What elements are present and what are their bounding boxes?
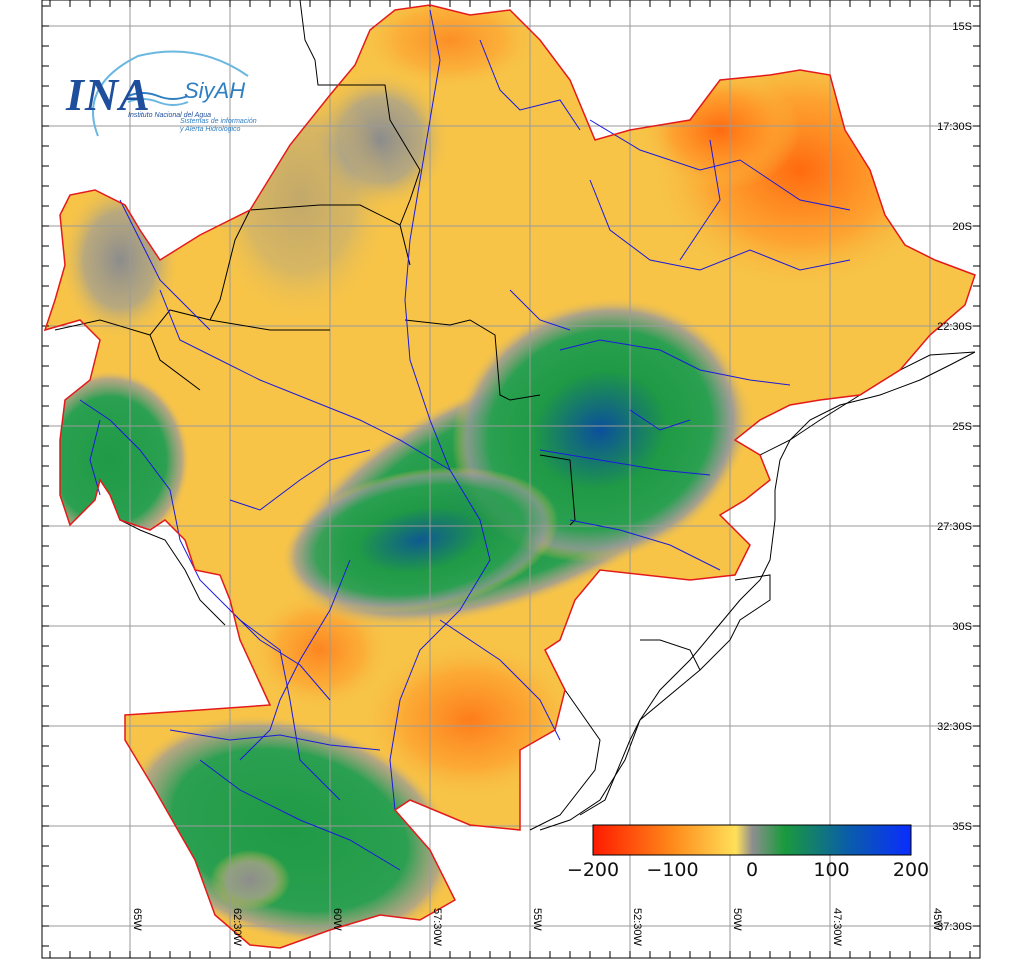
latitude-label: 27:30S [937,521,972,533]
logo-institute-text: Instituto Nacional del Agua [128,112,212,119]
logo-ina-text: INA [66,69,151,120]
colorbar-gradient [592,824,912,856]
latitude-label: 37:30S [937,921,972,933]
longitude-label: 65W [131,908,143,931]
colorbar: −200 −100 0 100 200 [567,824,929,881]
colorbar-tick-label: 200 [893,859,929,881]
logo-siyah-text: SiyAH [184,78,246,103]
colorbar-tick-label: 100 [813,859,849,881]
logo-system-line1: Sistemas de información [180,118,257,125]
longitude-label: 62:30W [231,908,243,947]
logo-system-line2: y Alerta Hidrológico [180,126,241,133]
longitude-label: 52:30W [631,908,643,947]
longitude-label: 50W [731,908,743,931]
longitude-label: 45W [931,908,943,931]
longitude-axis: 65W 62:30W 60W 57:30W 55W 52:30W 50W 47:30W 45W [131,908,943,947]
colorbar-tick-label: 0 [746,859,758,881]
colorbar-tick-label: −100 [646,859,698,881]
colorbar-tick-label: −200 [567,859,619,881]
longitude-label: 57:30W [431,908,443,947]
longitude-label: 47:30W [831,908,843,947]
latitude-label: 22:30S [937,321,972,333]
longitude-label: 55W [531,908,543,931]
latitude-label: 20S [952,221,972,233]
longitude-label: 60W [331,908,343,931]
rivers [79,9,851,871]
latitude-label: 35S [952,821,972,833]
latitude-label: 32:30S [937,721,972,733]
ina-siyah-logo: INA SiyAH Instituto Nacional del Agua Si… [58,46,268,146]
coastline [539,351,976,831]
latitude-label: 25S [952,421,972,433]
latitude-label: 17:30S [937,121,972,133]
map-frame [41,0,981,959]
logo-system-text: Sistemas de información y Alerta Hidroló… [180,118,270,134]
latitude-label: 15S [952,21,972,33]
latitude-label: 30S [952,621,972,633]
logo-swoosh [92,50,249,137]
lat-lon-grid [41,0,981,959]
latitude-axis: 15S 17:30S 20S 22:30S 25S 27:30S 30S 32:30S 35S 3… [937,21,972,933]
